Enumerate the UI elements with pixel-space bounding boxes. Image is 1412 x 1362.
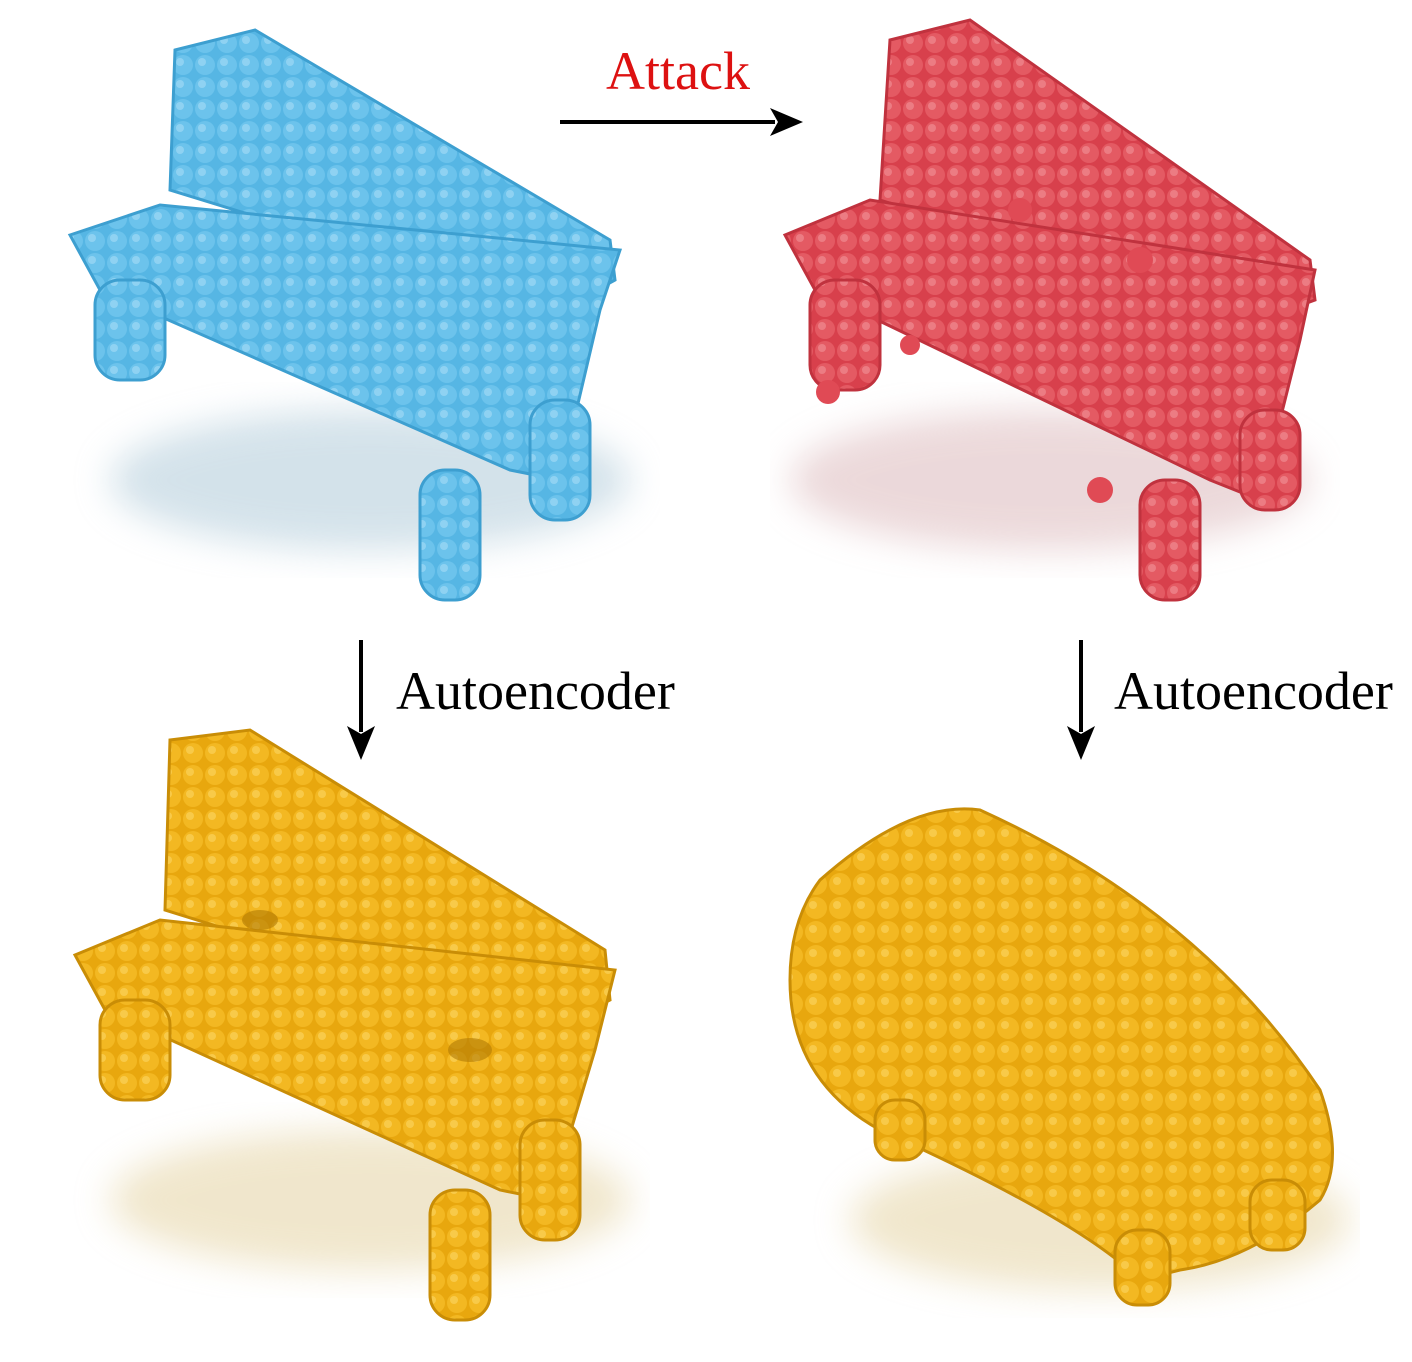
autoencoder-left-arrow-icon [347, 640, 375, 760]
attack-arrow-icon [560, 108, 803, 136]
autoencoder-right-arrow-icon [1067, 640, 1095, 760]
blob-point-cloud-yellow [788, 807, 1350, 1307]
bench-point-cloud-blue [67, 28, 630, 602]
bench-point-cloud-yellow [72, 728, 630, 1322]
reconstructed-original-panel [50, 720, 650, 1340]
original-bench-panel [40, 10, 660, 620]
adversarial-bench-panel [770, 10, 1340, 610]
bench-point-cloud-red [782, 18, 1317, 602]
autoencoder-right-label: Autoencoder [1114, 661, 1393, 721]
reconstructed-adversarial-panel [780, 800, 1360, 1340]
autoencoder-left-label: Autoencoder [396, 661, 675, 721]
attack-label: Attack [606, 41, 750, 101]
